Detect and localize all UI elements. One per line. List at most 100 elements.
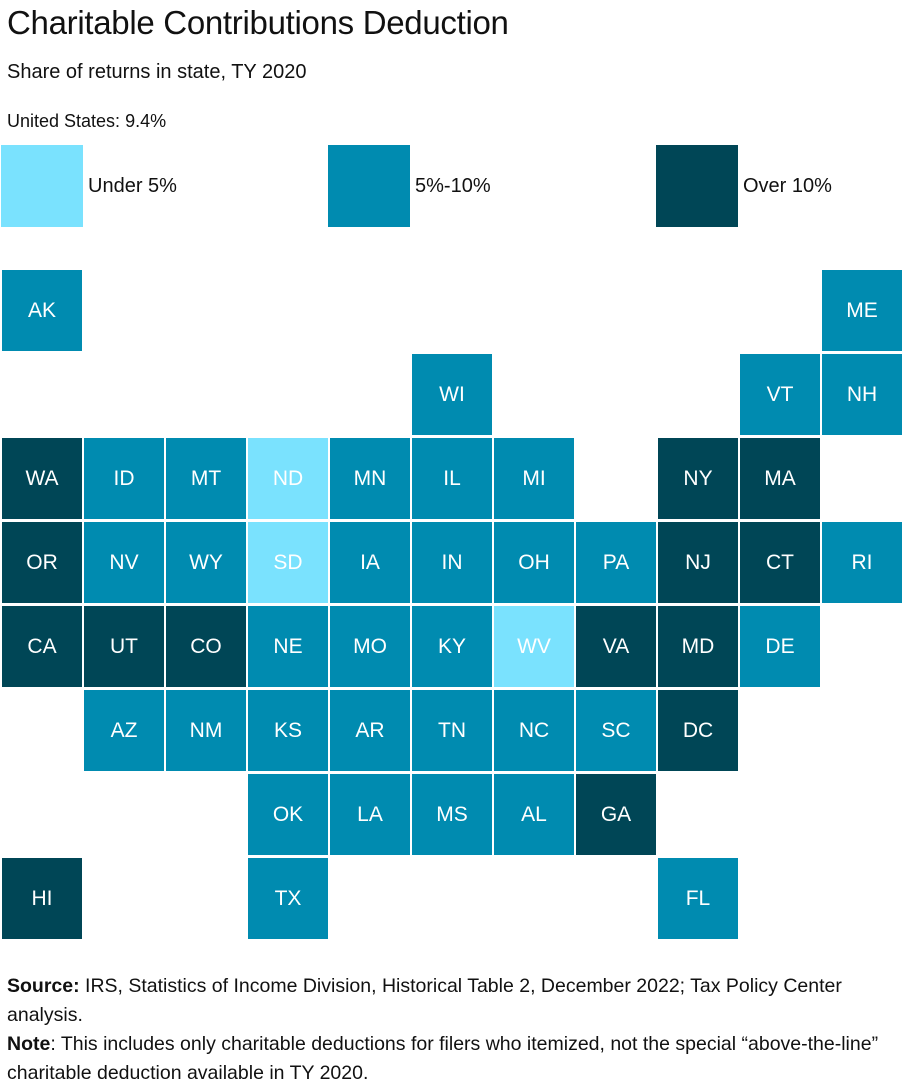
state-tile-nd: ND	[248, 438, 328, 519]
state-label: WA	[25, 466, 59, 490]
state-label: CO	[190, 634, 222, 658]
state-tile-dc: DC	[658, 690, 738, 771]
state-tile-mo: MO	[330, 606, 410, 687]
state-tile-ga: GA	[576, 774, 656, 855]
state-label: DC	[682, 718, 714, 742]
state-tile-wi: WI	[412, 354, 492, 435]
state-tile-map: AK ME WI VT NH WA ID MT ND MN IL MI NY MA OR NV WY SD IA IN…	[2, 270, 902, 939]
source-text: IRS, Statistics of Income Division, Hist…	[7, 975, 842, 1026]
state-label: NE	[273, 634, 303, 658]
state-tile-pa: PA	[576, 522, 656, 603]
state-label: HI	[31, 886, 53, 910]
state-tile-va: VA	[576, 606, 656, 687]
state-tile-ks: KS	[248, 690, 328, 771]
state-label: OH	[518, 550, 550, 574]
state-label: AL	[521, 802, 547, 826]
state-tile-co: CO	[166, 606, 246, 687]
chart-title: Charitable Contributions Deduction	[7, 4, 509, 41]
state-label: MI	[522, 466, 546, 490]
state-tile-al: AL	[494, 774, 574, 855]
national-value: United States: 9.4%	[7, 111, 167, 131]
state-tile-mt: MT	[166, 438, 246, 519]
state-tile-tn: TN	[412, 690, 492, 771]
state-tile-sc: SC	[576, 690, 656, 771]
legend-label-5-10: 5%-10%	[415, 174, 491, 197]
state-tile-in: IN	[412, 522, 492, 603]
state-label: MO	[353, 634, 387, 658]
state-tile-ar: AR	[330, 690, 410, 771]
state-tile-wy: WY	[166, 522, 246, 603]
state-label: AK	[27, 298, 56, 322]
state-tile-oh: OH	[494, 522, 574, 603]
state-tile-ms: MS	[412, 774, 492, 855]
state-tile-ut: UT	[84, 606, 164, 687]
state-tile-or: OR	[2, 522, 82, 603]
state-tile-ma: MA	[740, 438, 820, 519]
state-label: WY	[189, 550, 223, 574]
state-tile-ct: CT	[740, 522, 820, 603]
note-text: : This includes only charitable deductio…	[7, 1033, 879, 1084]
state-label: UT	[110, 634, 138, 658]
state-label: AR	[355, 718, 385, 742]
state-label: VT	[766, 382, 794, 406]
state-label: WI	[439, 382, 465, 406]
state-label: TN	[438, 718, 466, 742]
state-label: OK	[272, 802, 304, 826]
state-tile-ia: IA	[330, 522, 410, 603]
state-tile-tx: TX	[248, 858, 328, 939]
state-label: CT	[766, 550, 794, 574]
state-label: ME	[846, 298, 878, 322]
legend-swatch-5-10	[328, 145, 410, 227]
state-label: RI	[851, 550, 873, 574]
state-tile-ky: KY	[412, 606, 492, 687]
state-tile-de: DE	[740, 606, 820, 687]
legend-label-under-5: Under 5%	[88, 174, 177, 197]
note: Note: This includes only charitable dedu…	[7, 1030, 897, 1088]
state-label: LA	[357, 802, 383, 826]
state-tile-vt: VT	[740, 354, 820, 435]
state-label: OR	[26, 550, 58, 574]
state-tile-wa: WA	[2, 438, 82, 519]
source-note: Source: IRS, Statistics of Income Divisi…	[7, 972, 897, 1030]
state-tile-ne: NE	[248, 606, 328, 687]
state-tile-ak: AK	[2, 270, 82, 351]
state-tile-ok: OK	[248, 774, 328, 855]
state-tile-az: AZ	[84, 690, 164, 771]
state-tile-mi: MI	[494, 438, 574, 519]
state-label: VA	[602, 634, 630, 658]
state-tile-md: MD	[658, 606, 738, 687]
state-tile-me: ME	[822, 270, 902, 351]
state-label: IA	[360, 550, 380, 574]
state-label: MA	[764, 466, 796, 490]
state-tile-nc: NC	[494, 690, 574, 771]
legend-item-under-5: Under 5%	[1, 145, 177, 227]
note-label: Note	[7, 1033, 51, 1055]
state-tile-ny: NY	[658, 438, 738, 519]
state-label: MD	[681, 634, 715, 658]
state-label: DE	[765, 634, 795, 658]
state-tile-hi: HI	[2, 858, 82, 939]
state-tile-fl: FL	[658, 858, 738, 939]
state-label: NC	[518, 718, 550, 742]
source-label: Source:	[7, 975, 80, 997]
state-label: GA	[600, 802, 632, 826]
state-label: IL	[443, 466, 461, 490]
state-label: KS	[273, 718, 302, 742]
state-label: NM	[189, 718, 223, 742]
state-label: SD	[273, 550, 303, 574]
state-tile-mn: MN	[330, 438, 410, 519]
state-tile-nh: NH	[822, 354, 902, 435]
state-label: KY	[437, 634, 466, 658]
state-label: SC	[601, 718, 631, 742]
state-label: ID	[113, 466, 135, 490]
state-tile-wv: WV	[494, 606, 574, 687]
state-label: NH	[846, 382, 878, 406]
state-label: MT	[190, 466, 222, 490]
state-label: MS	[436, 802, 468, 826]
state-tile-la: LA	[330, 774, 410, 855]
chart-subtitle: Share of returns in state, TY 2020	[7, 61, 307, 83]
state-tile-nj: NJ	[658, 522, 738, 603]
legend-item-5-10: 5%-10%	[328, 145, 491, 227]
footer-notes: Source: IRS, Statistics of Income Divisi…	[7, 972, 897, 1088]
legend-item-over-10: Over 10%	[656, 145, 832, 227]
